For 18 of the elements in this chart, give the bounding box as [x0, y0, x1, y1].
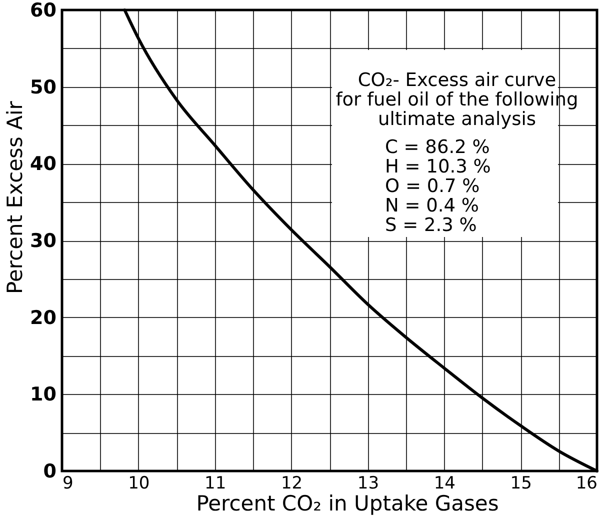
- x-tick-label: 14: [434, 474, 456, 494]
- y-tick-label: 10: [30, 384, 56, 406]
- x-tick-label: 10: [128, 474, 150, 494]
- x-axis-title: Percent CO₂ in Uptake Gases: [196, 492, 499, 516]
- x-tick-label: 12: [280, 474, 303, 494]
- annotation: C = 86.2 % H = 10.3 % O = 0.7 % N = 0.4 % S = 2.3 %: [385, 137, 491, 236]
- x-tick-label: 15: [510, 474, 532, 494]
- y-tick-label: 20: [30, 306, 56, 329]
- y-tick-label: 0: [43, 460, 56, 482]
- x-tick-label: 16: [576, 474, 598, 494]
- y-tick-label: 50: [30, 76, 56, 98]
- y-tick-label: 60: [30, 0, 56, 22]
- y-tick-label: 40: [30, 153, 56, 176]
- y-tick-label: 30: [30, 230, 56, 252]
- x-tick-label: 9: [62, 474, 74, 494]
- x-tick-label: 11: [204, 474, 226, 494]
- x-tick-label: 13: [357, 474, 380, 494]
- y-axis-title: Percent Excess Air: [3, 100, 28, 294]
